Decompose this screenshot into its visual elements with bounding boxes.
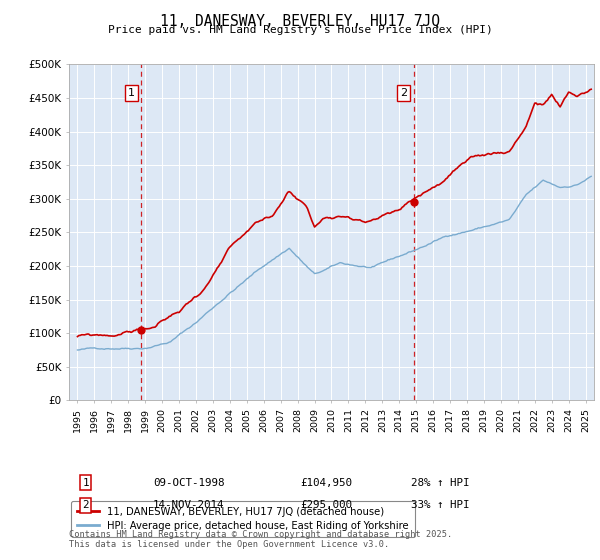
Legend: 11, DANESWAY, BEVERLEY, HU17 7JQ (detached house), HPI: Average price, detached : 11, DANESWAY, BEVERLEY, HU17 7JQ (detach… [71,501,415,537]
Text: 2: 2 [400,88,407,98]
Text: Contains HM Land Registry data © Crown copyright and database right 2025.
This d: Contains HM Land Registry data © Crown c… [69,530,452,549]
Text: 33% ↑ HPI: 33% ↑ HPI [411,500,470,510]
Text: 09-OCT-1998: 09-OCT-1998 [153,478,224,488]
Text: 1: 1 [128,88,135,98]
Text: £295,000: £295,000 [300,500,352,510]
Text: £104,950: £104,950 [300,478,352,488]
Text: 2: 2 [83,500,89,510]
Text: 28% ↑ HPI: 28% ↑ HPI [411,478,470,488]
Text: Price paid vs. HM Land Registry's House Price Index (HPI): Price paid vs. HM Land Registry's House … [107,25,493,35]
Text: 14-NOV-2014: 14-NOV-2014 [153,500,224,510]
Text: 11, DANESWAY, BEVERLEY, HU17 7JQ: 11, DANESWAY, BEVERLEY, HU17 7JQ [160,14,440,29]
Text: 1: 1 [83,478,89,488]
